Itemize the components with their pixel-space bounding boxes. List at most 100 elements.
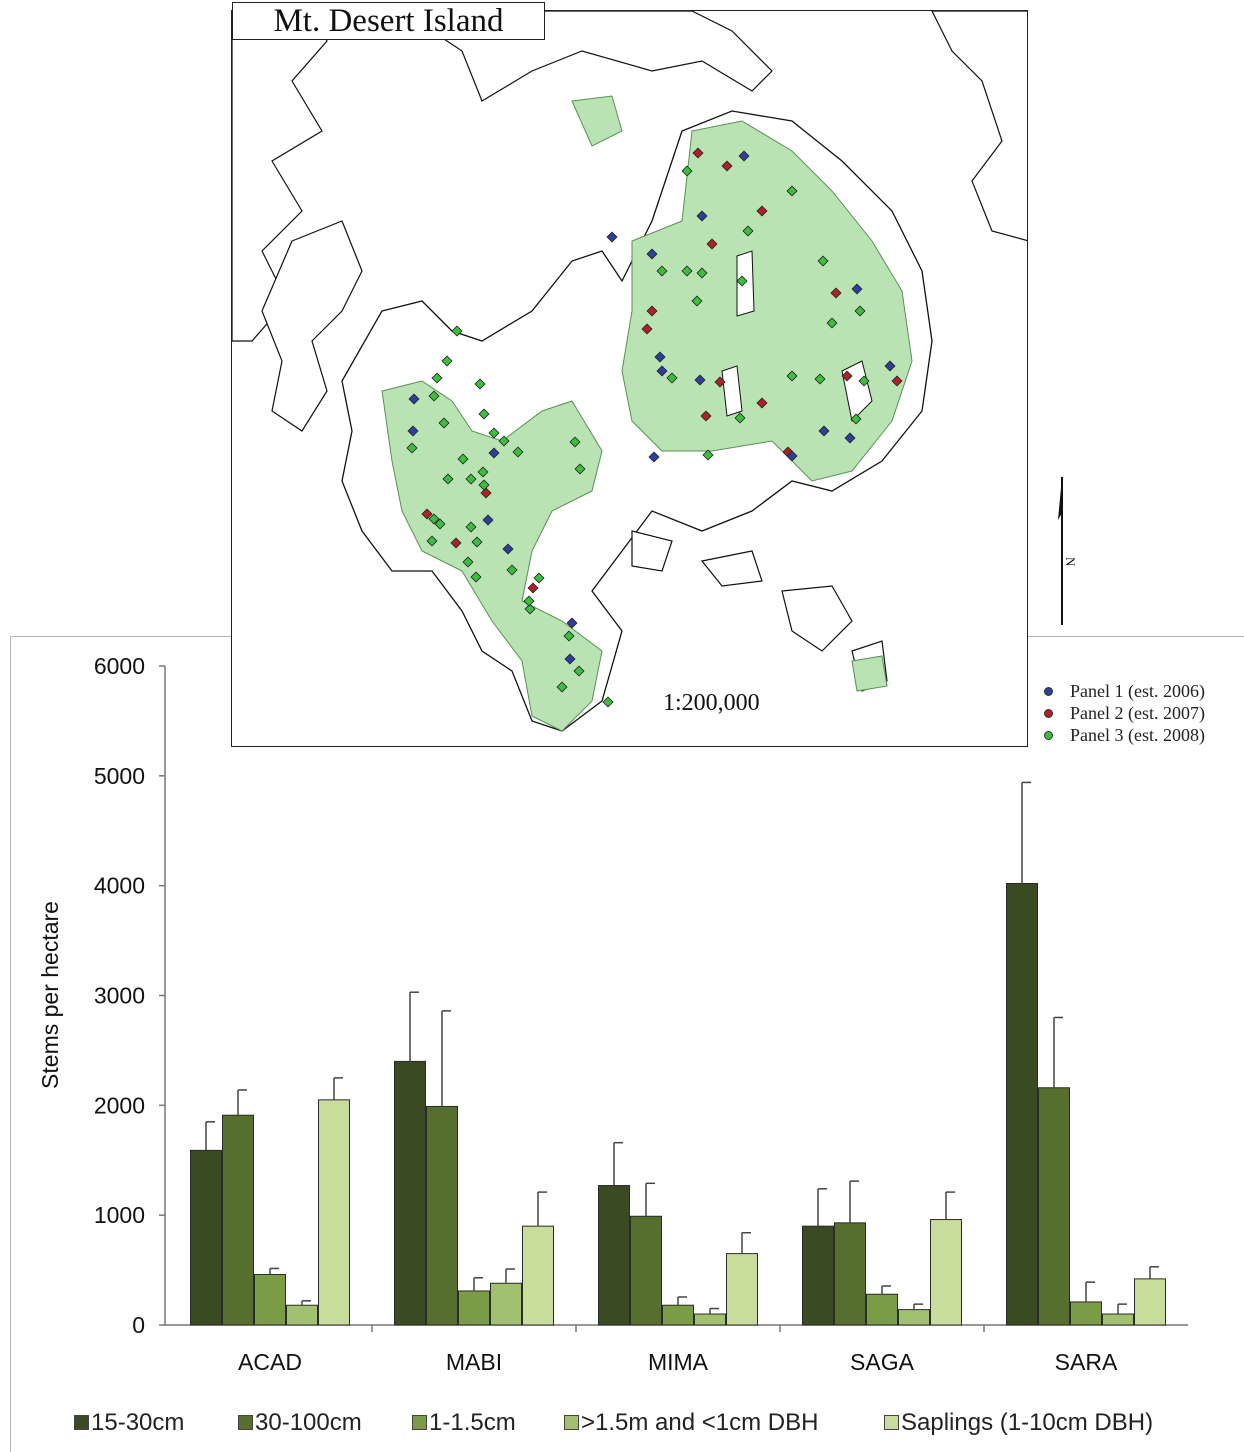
- southern-islands: [631, 530, 888, 692]
- plot-marker: [482, 514, 494, 526]
- bar: [1038, 1087, 1070, 1326]
- plot-marker: [480, 487, 492, 499]
- plot-marker: [850, 413, 862, 425]
- plot-marker: [527, 582, 539, 594]
- north-label: N: [1063, 557, 1078, 567]
- plot-marker: [858, 375, 870, 387]
- y-tick-label: 4000: [94, 873, 145, 899]
- panel-1-marker-icon: [1044, 687, 1053, 696]
- park-land-east: [621, 120, 913, 482]
- plot-marker: [573, 665, 585, 677]
- plot-marker: [641, 323, 653, 335]
- plot-marker: [488, 427, 500, 439]
- plot-marker: [696, 210, 708, 222]
- bar: [802, 1225, 834, 1326]
- plot-marker: [478, 408, 490, 420]
- plot-marker: [438, 417, 450, 429]
- plot-marker: [533, 572, 545, 584]
- y-tick-label: 3000: [94, 983, 145, 1009]
- plot-marker: [450, 537, 462, 549]
- plot-marker: [706, 238, 718, 250]
- plot-marker: [814, 373, 826, 385]
- plot-marker: [523, 595, 535, 607]
- map-legend-label: Panel 3 (est. 2008): [1070, 725, 1205, 745]
- bar: [522, 1225, 554, 1326]
- plot-marker: [465, 473, 477, 485]
- map-scale-label: 1:200,000: [663, 690, 760, 716]
- plot-marker: [648, 451, 660, 463]
- map-legend-item-panel-3: Panel 3 (est. 2008): [1044, 724, 1244, 746]
- bar: [222, 1114, 254, 1326]
- plot-marker: [666, 372, 678, 384]
- plot-marker: [656, 365, 668, 377]
- plot-marker: [700, 410, 712, 422]
- plot-marker: [602, 696, 614, 708]
- plot-marker: [692, 147, 704, 159]
- plot-marker: [786, 450, 798, 462]
- bar: [254, 1273, 286, 1326]
- plot-marker: [408, 393, 420, 405]
- park-land-west: [381, 380, 603, 732]
- plot-marker: [442, 473, 454, 485]
- plot-marker: [512, 446, 524, 458]
- plot-marker: [654, 351, 666, 363]
- legend-swatch: [884, 1415, 899, 1430]
- plot-marker: [556, 681, 568, 693]
- plot-marker: [421, 508, 433, 520]
- plot-marker: [569, 436, 581, 448]
- bar: [318, 1099, 350, 1326]
- plot-marker: [574, 463, 586, 475]
- north-arrow-icon: N: [1058, 477, 1078, 625]
- plot-marker: [736, 275, 748, 287]
- plot-marker: [756, 205, 768, 217]
- bar: [490, 1282, 522, 1326]
- plot-marker: [406, 442, 418, 454]
- map-legend-item-panel-1: Panel 1 (est. 2006): [1044, 680, 1244, 702]
- plot-marker: [734, 412, 746, 424]
- plot-marker: [696, 267, 708, 279]
- map-legend: Panel 1 (est. 2006) Panel 2 (est. 2007) …: [1044, 680, 1244, 746]
- map-legend-item-panel-2: Panel 2 (est. 2007): [1044, 702, 1244, 724]
- bar: [394, 1060, 426, 1326]
- x-tick-label: MABI: [446, 1349, 502, 1375]
- bar: [1070, 1301, 1102, 1326]
- plot-marker: [681, 265, 693, 277]
- x-tick-label: ACAD: [238, 1349, 302, 1375]
- plot-marker: [471, 536, 483, 548]
- bar: [930, 1219, 962, 1326]
- panel-2-marker-icon: [1044, 709, 1053, 718]
- plot-marker: [457, 453, 469, 465]
- plot-marker: [702, 449, 714, 461]
- plot-marker: [441, 355, 453, 367]
- plot-marker: [851, 283, 863, 295]
- plot-marker: [786, 185, 798, 197]
- plot-marker: [477, 466, 489, 478]
- legend-label: >1.5m and <1cm DBH: [581, 1409, 819, 1436]
- plot-marker: [646, 305, 658, 317]
- plot-marker: [498, 435, 510, 447]
- plot-marker: [462, 556, 474, 568]
- x-tick-label: SAGA: [850, 1349, 915, 1375]
- park-land-isle: [851, 655, 888, 692]
- panel-3-marker-icon: [1044, 731, 1053, 740]
- legend-label: 30-100cm: [255, 1409, 362, 1436]
- plot-marker: [566, 617, 578, 629]
- plot-marker: [826, 317, 838, 329]
- legend-swatch: [412, 1415, 427, 1430]
- bar: [1102, 1313, 1134, 1326]
- plot-marker: [691, 295, 703, 307]
- plot-marker: [488, 447, 500, 459]
- legend-label: 15-30cm: [91, 1409, 185, 1436]
- plot-marker: [681, 165, 693, 177]
- y-tick-label: 6000: [94, 653, 145, 679]
- plot-marker: [854, 305, 866, 317]
- bar: [866, 1293, 898, 1326]
- plot-marker: [428, 390, 440, 402]
- legend-swatch: [74, 1415, 89, 1430]
- plot-marker: [524, 603, 536, 615]
- bar: [286, 1304, 318, 1326]
- plot-marker: [502, 543, 514, 555]
- map-legend-label: Panel 1 (est. 2006): [1070, 681, 1205, 701]
- y-tick-label: 2000: [94, 1092, 145, 1118]
